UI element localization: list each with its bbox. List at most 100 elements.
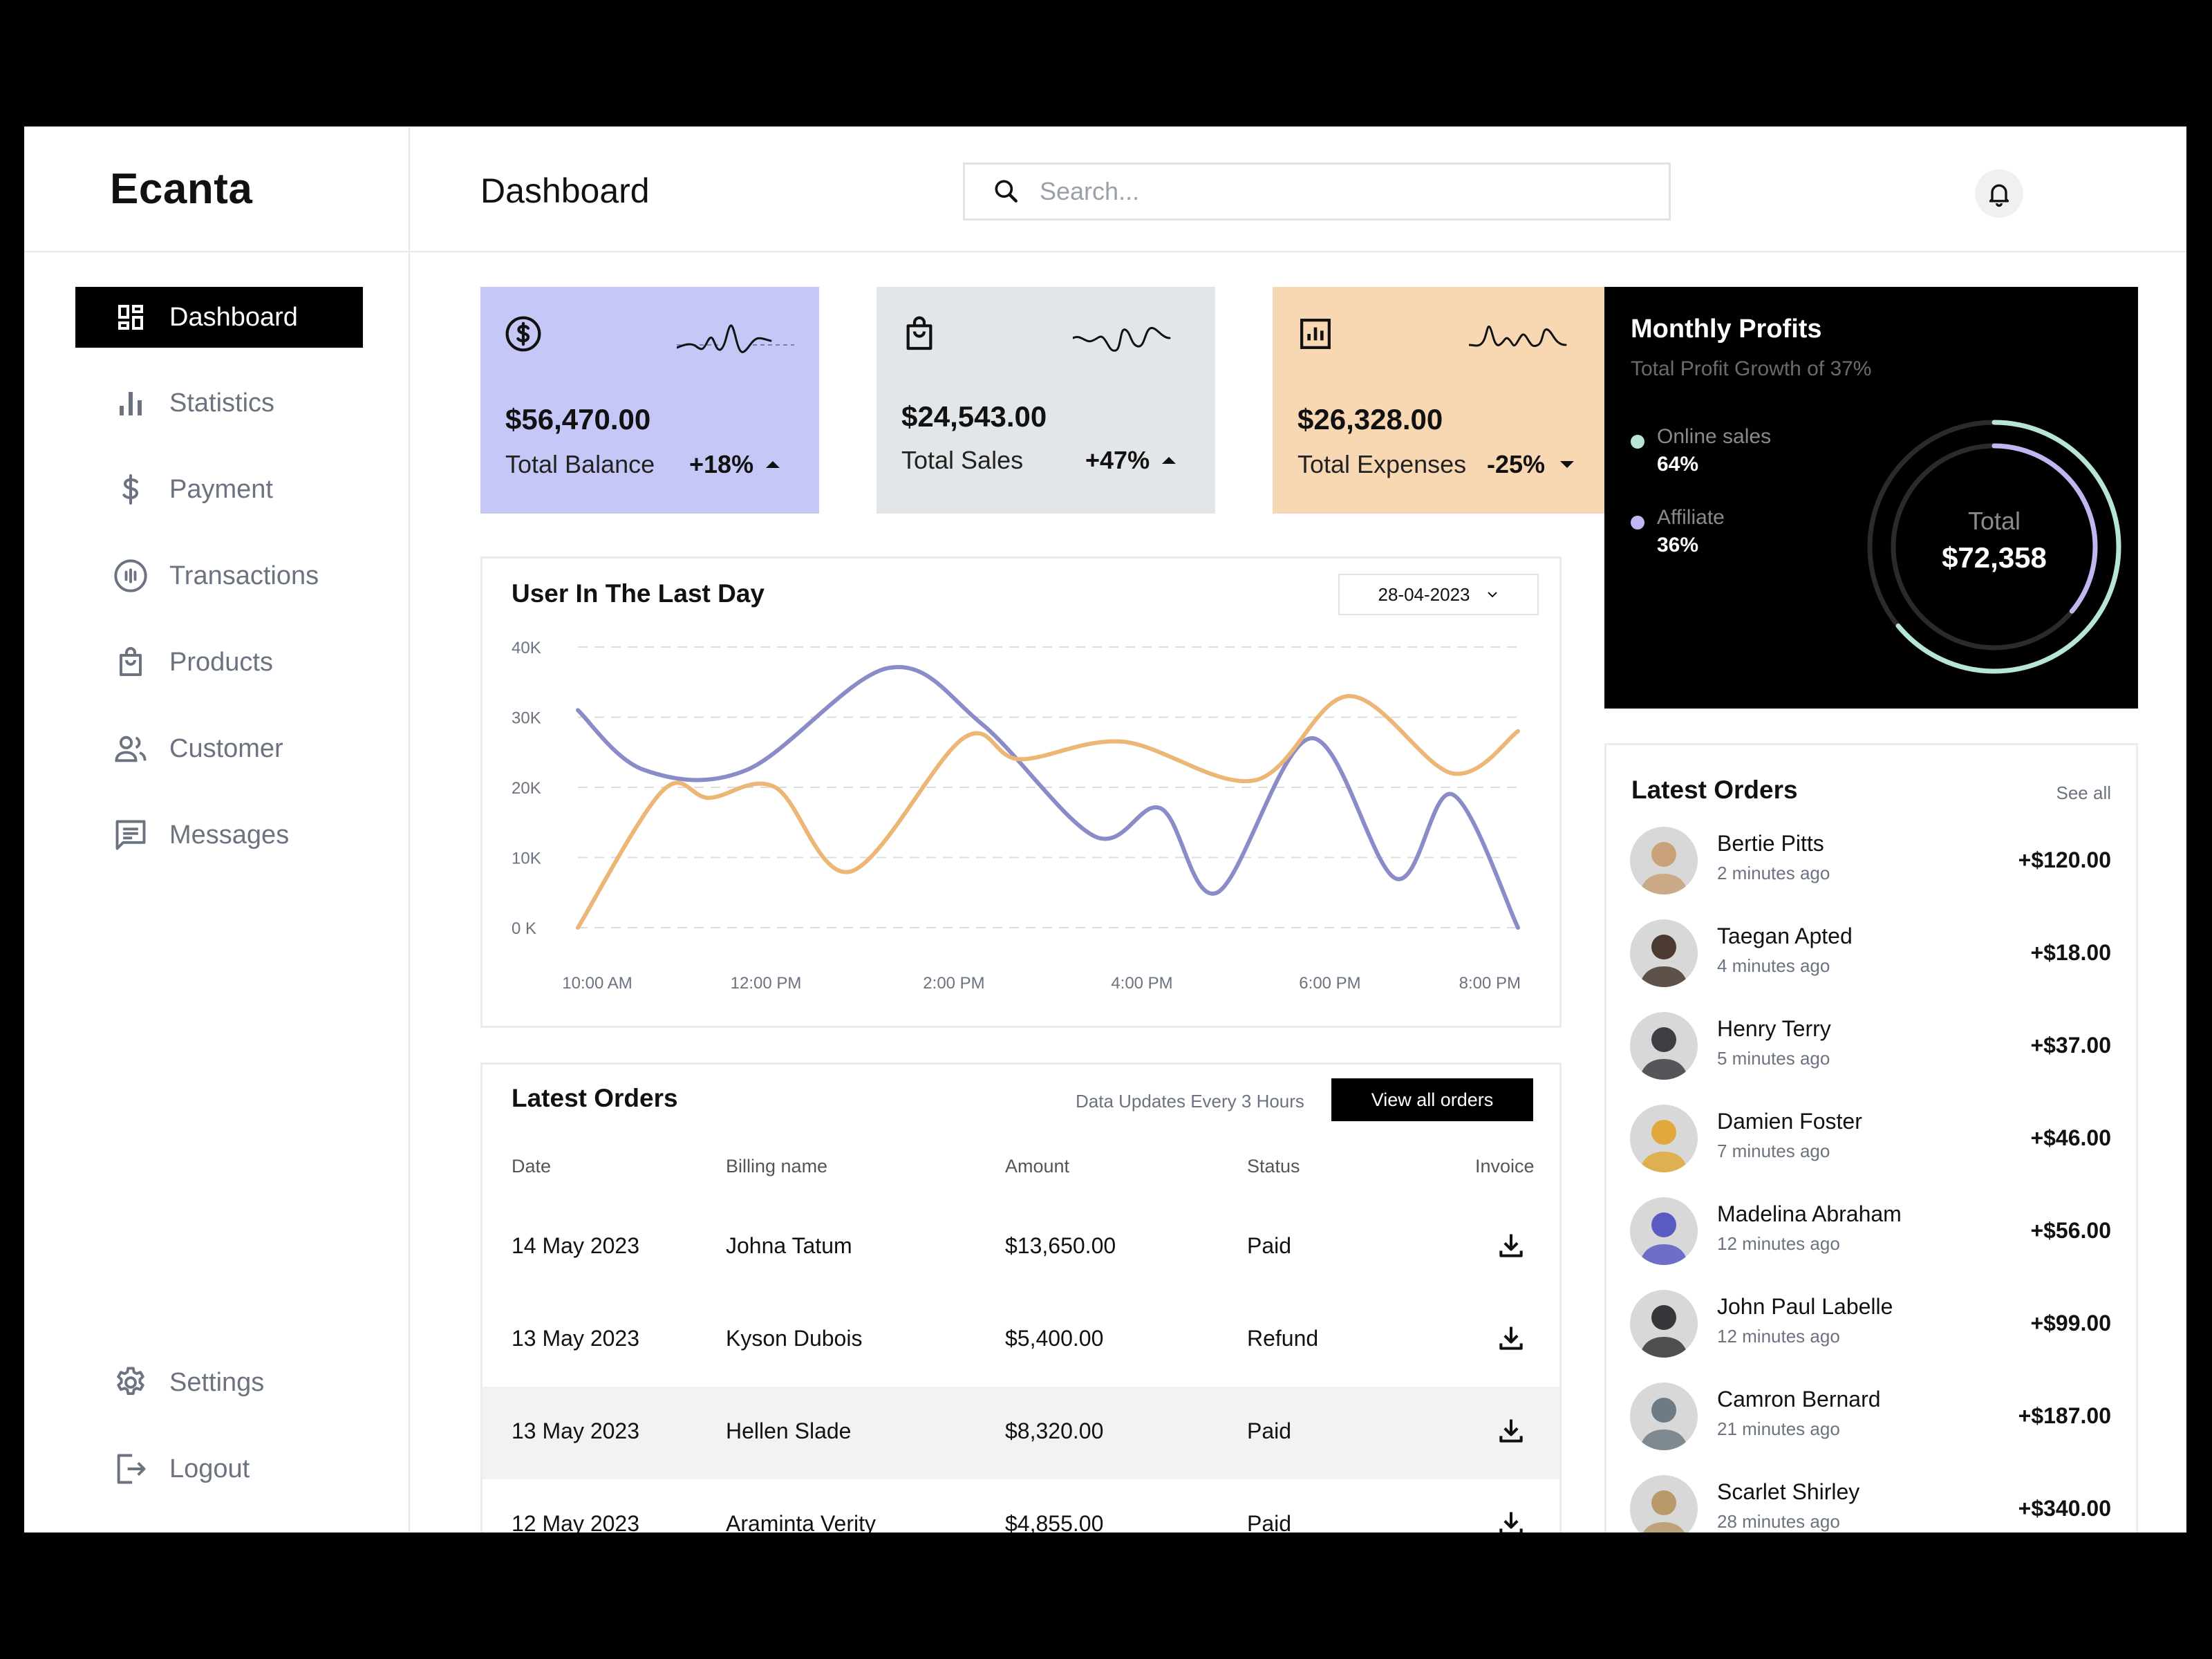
total-balance-card[interactable]: $56,470.00 Total Balance +18% <box>480 287 819 514</box>
view-all-orders-button[interactable]: View all orders <box>1331 1078 1533 1121</box>
customer-avatar <box>1630 1197 1698 1265</box>
order-date: 14 May 2023 <box>512 1233 640 1258</box>
legend-dot <box>1631 435 1644 449</box>
column-header-date: Date <box>512 1156 552 1177</box>
customer-name: Camron Bernard <box>1717 1387 1881 1412</box>
list-item[interactable]: Scarlet Shirley 28 minutes ago +$340.00 <box>1606 1475 2136 1533</box>
billing-name: Araminta Verity <box>726 1511 876 1533</box>
donut-total-value: $72,358 <box>1942 541 2047 574</box>
orders-update-note: Data Updates Every 3 Hours <box>1076 1091 1304 1112</box>
list-item[interactable]: Camron Bernard 21 minutes ago +$187.00 <box>1606 1382 2136 1475</box>
app-window: Ecanta Dashboard Statistics Payment Tran… <box>24 126 2186 1533</box>
card-amount: $56,470.00 <box>505 403 651 435</box>
dashboard-icon <box>113 299 149 335</box>
total-sales-card[interactable]: $24,543.00 Total Sales +47% <box>877 287 1215 514</box>
sidebar-item-messages[interactable]: Messages <box>75 805 363 865</box>
order-amount: +$37.00 <box>2030 1033 2111 1058</box>
customer-name: Taegan Apted <box>1717 924 1853 948</box>
list-item[interactable]: Henry Terry 5 minutes ago +$37.00 <box>1606 1012 2136 1105</box>
order-amount: +$120.00 <box>2018 847 2111 872</box>
bell-icon <box>1985 180 2013 207</box>
table-row[interactable]: 12 May 2023 Araminta Verity $4,855.00 Pa… <box>482 1479 1559 1533</box>
sidebar-item-customer[interactable]: Customer <box>75 718 363 779</box>
sidebar-item-payment[interactable]: Payment <box>75 459 363 520</box>
order-time: 12 minutes ago <box>1717 1233 1840 1254</box>
download-icon[interactable] <box>1496 1323 1526 1357</box>
y-tick-label: 20K <box>512 779 541 798</box>
change-value: +47% <box>1085 446 1150 474</box>
search-icon <box>991 176 1022 207</box>
customer-avatar <box>1630 919 1698 987</box>
logout-icon <box>113 1451 149 1487</box>
sidebar-item-transactions[interactable]: Transactions <box>75 545 363 606</box>
order-amount: +$46.00 <box>2030 1125 2111 1150</box>
sparkline-icon <box>675 317 794 369</box>
list-item[interactable]: Damien Foster 7 minutes ago +$46.00 <box>1606 1105 2136 1197</box>
sidebar-item-label: Messages <box>169 820 290 850</box>
customer-name: Scarlet Shirley <box>1717 1479 1860 1504</box>
y-tick-label: 10K <box>512 850 541 868</box>
order-time: 21 minutes ago <box>1717 1418 1840 1439</box>
chart-title: User In The Last Day <box>512 579 765 608</box>
list-item[interactable]: Madelina Abraham 12 minutes ago +$56.00 <box>1606 1197 2136 1290</box>
donut-total-label: Total <box>1967 507 2021 535</box>
transactions-icon <box>113 558 149 594</box>
sidebar-item-statistics[interactable]: Statistics <box>75 373 363 433</box>
sidebar-item-settings[interactable]: Settings <box>75 1352 363 1413</box>
list-item[interactable]: Bertie Pitts 2 minutes ago +$120.00 <box>1606 827 2136 919</box>
users-chart-panel: 0 K 10K 20K 30K 40K 10:00 AM 12:00 PM 2:00 PM 4:… <box>480 556 1562 1028</box>
customer-avatar <box>1630 1382 1698 1450</box>
billing-name: Hellen Slade <box>726 1418 852 1443</box>
x-tick-label: 8:00 PM <box>1459 974 1521 993</box>
sidebar: Ecanta Dashboard Statistics Payment Tran… <box>24 126 410 1533</box>
x-tick-label: 2:00 PM <box>923 974 984 993</box>
profit-donut-chart <box>1867 420 2121 674</box>
order-date: 13 May 2023 <box>512 1326 640 1351</box>
logo-area: Ecanta <box>24 126 409 252</box>
order-amount: +$99.00 <box>2030 1311 2111 1335</box>
search-box[interactable] <box>963 162 1671 221</box>
order-status: Paid <box>1247 1511 1292 1533</box>
card-label: Total Expenses <box>1297 450 1467 478</box>
order-status: Paid <box>1247 1233 1292 1258</box>
sidebar-item-label: Logout <box>169 1454 250 1483</box>
sidebar-item-label: Settings <box>169 1367 265 1397</box>
list-item[interactable]: Taegan Apted 4 minutes ago +$18.00 <box>1606 919 2136 1012</box>
customer-avatar <box>1630 1475 1698 1533</box>
order-time: 7 minutes ago <box>1717 1141 1830 1161</box>
affiliate-arc <box>1891 443 2098 650</box>
download-icon[interactable] <box>1496 1508 1526 1533</box>
order-amount: +$187.00 <box>2018 1403 2111 1428</box>
latest-orders-table-panel: Latest Orders Data Updates Every 3 Hours… <box>480 1062 1562 1533</box>
column-header-amount: Amount <box>1005 1156 1070 1177</box>
table-row[interactable]: 14 May 2023 Johna Tatum $13,650.00 Paid <box>482 1201 1559 1294</box>
download-icon[interactable] <box>1496 1416 1526 1450</box>
customer-name: John Paul Labelle <box>1717 1294 1893 1319</box>
x-tick-label: 6:00 PM <box>1299 974 1360 993</box>
card-label: Total Balance <box>505 450 655 478</box>
table-row[interactable]: 13 May 2023 Kyson Dubois $5,400.00 Refun… <box>482 1294 1559 1387</box>
search-input[interactable] <box>1038 176 1669 207</box>
table-row[interactable]: 13 May 2023 Hellen Slade $8,320.00 Paid <box>482 1387 1559 1479</box>
notification-button[interactable] <box>1975 169 2023 218</box>
card-change: +47% <box>1085 446 1179 475</box>
card-label: Total Sales <box>901 446 1024 474</box>
y-tick-label: 0 K <box>512 919 536 938</box>
order-amount: $13,650.00 <box>1005 1233 1116 1258</box>
sidebar-item-dashboard[interactable]: Dashboard <box>75 287 363 348</box>
see-all-link[interactable]: See all <box>2056 782 2112 803</box>
list-item[interactable]: John Paul Labelle 12 minutes ago +$99.00 <box>1606 1290 2136 1382</box>
date-filter-select[interactable]: 28-04-2023 <box>1338 574 1539 615</box>
caret-up-icon <box>1159 454 1179 467</box>
order-amount: $4,855.00 <box>1005 1511 1104 1533</box>
latest-orders-list-panel: Latest Orders See all Bertie Pitts 2 minu… <box>1604 743 2138 1533</box>
total-expenses-card[interactable]: $26,328.00 Total Expenses -25% <box>1273 287 1611 514</box>
date-filter-value: 28-04-2023 <box>1378 583 1470 605</box>
order-time: 5 minutes ago <box>1717 1048 1830 1069</box>
y-tick-label: 30K <box>512 709 541 728</box>
column-header-billing-name: Billing name <box>726 1156 828 1177</box>
sidebar-item-products[interactable]: Products <box>75 632 363 693</box>
order-amount: $8,320.00 <box>1005 1418 1104 1443</box>
sidebar-item-logout[interactable]: Logout <box>75 1438 363 1499</box>
download-icon[interactable] <box>1496 1230 1526 1264</box>
